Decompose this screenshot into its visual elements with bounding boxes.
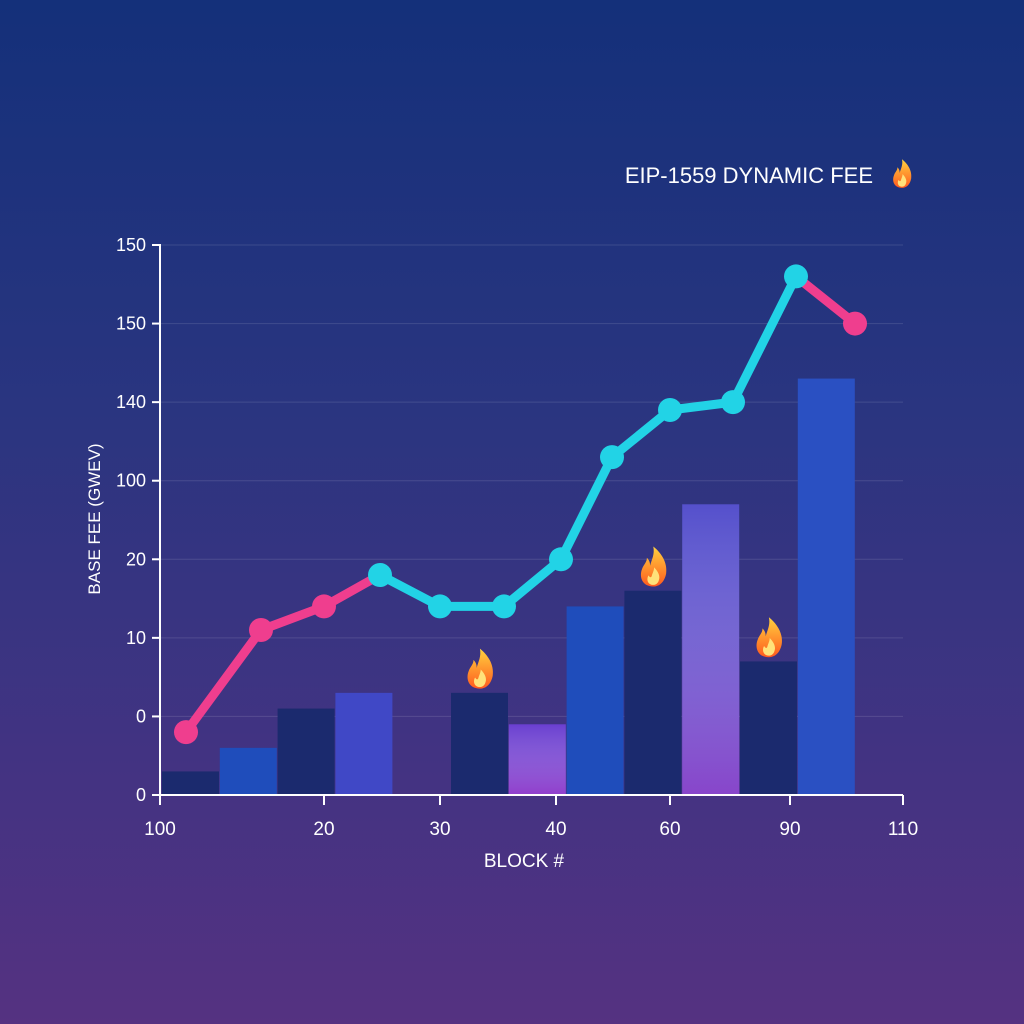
y-tick-label: 100 [116,471,146,491]
y-tick-label: 0 [136,785,146,805]
line-series [174,264,867,745]
line-point [174,720,198,745]
bar [277,708,335,795]
fire-icon [756,617,782,658]
bar-glow [682,504,740,795]
bar [566,606,624,795]
line-point [312,594,336,619]
y-ticks: 0 0 10 20 100 140 150 150 [116,235,160,805]
grid [160,244,903,717]
bar [219,747,277,795]
bar [451,692,508,795]
x-axis-label: BLOCK # [484,851,565,872]
line-point [784,264,808,289]
chart-title: EIP-1559 DYNAMIC FEE [625,163,873,188]
x-tick-label: 60 [659,819,680,840]
line-segment [181,570,385,737]
x-tick-label: 20 [313,819,334,840]
line-point [658,398,682,422]
line-point [249,618,273,642]
axes [159,244,903,796]
fire-icon [640,546,667,587]
line-point [600,445,624,470]
x-tick-label: 90 [779,819,800,840]
bar [624,590,682,795]
y-tick-label: 140 [116,392,146,412]
y-tick-label: 150 [116,314,146,334]
y-tick-label: 150 [116,235,146,255]
title-fire-icon [893,159,912,188]
y-tick-label: 0 [136,706,146,726]
line-point [549,547,573,572]
x-tick-label: 40 [545,819,566,840]
y-tick-label: 10 [126,628,146,648]
line-point [721,390,745,415]
bar [797,378,855,795]
fire-icon [467,648,493,689]
y-tick-label: 20 [126,549,146,569]
x-ticks: 100 20 30 40 60 90 110 [144,795,918,840]
y-axis-label: BASE FEE (GWEV) [85,443,104,594]
x-tick-label: 100 [144,819,176,840]
bar [740,661,797,795]
line-segment [791,271,860,329]
x-tick-label: 110 [888,819,918,840]
bar [335,692,393,795]
bars [162,378,855,795]
line-point [843,311,867,336]
line-point [492,594,516,619]
bar [162,771,219,795]
bar-glow [508,724,566,795]
line-point [428,594,452,619]
line-point [368,563,392,587]
x-tick-label: 30 [429,819,450,840]
